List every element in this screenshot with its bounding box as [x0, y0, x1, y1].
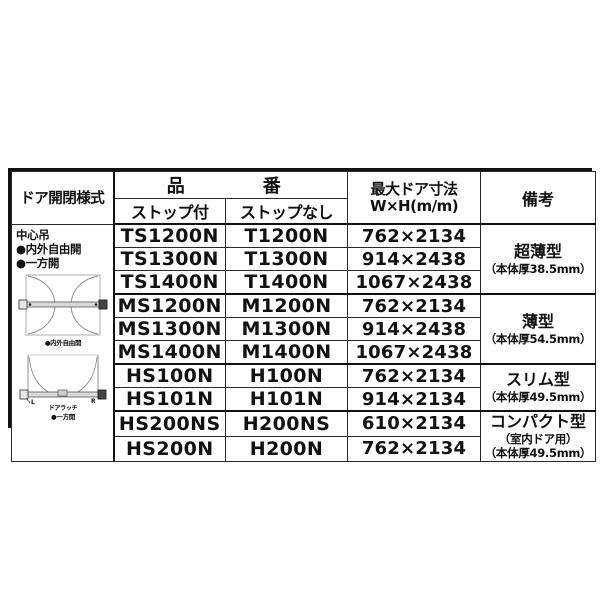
table-row: HS100N H100N 762×2134 スリム型 （本体厚49.5mm）	[12, 363, 596, 412]
model-without-stop: M1400N	[225, 340, 348, 365]
door-mode-title-line-2: ●内外自由開	[16, 241, 82, 256]
one-way-swing-door-caption: ●一方開	[51, 412, 75, 421]
door-latch-label: ドアラッチ	[48, 404, 78, 412]
remark-sub: （本体厚54.5mm）	[484, 331, 592, 346]
max-door-size: 1067×2438	[347, 340, 481, 365]
remark-cell: 超薄型 （本体厚38.5mm）	[480, 223, 596, 295]
model-without-stop: T1200N	[225, 223, 348, 248]
model-without-stop: H200N	[225, 435, 348, 462]
table-row: 中心吊 ●内外自由開 ●一方開	[11, 223, 596, 462]
table-row: TS1300N T1300N 914×2438	[12, 247, 596, 271]
table-row: MS1300N M1300N 914×2438	[12, 317, 596, 341]
double-swing-door-diagram: ●内外自由開	[18, 273, 108, 349]
remark-main: 薄型	[521, 311, 554, 331]
remark-cell: コンパクト型 （室内ドア用） （本体厚49.5mm）	[480, 410, 596, 462]
double-swing-door-caption: ●内外自由開	[44, 338, 82, 347]
remark-sub-2: （本体厚49.5mm）	[484, 446, 592, 461]
model-with-stop: HS100N	[113, 363, 226, 388]
remark-sub: （本体厚38.5mm）	[484, 261, 592, 276]
model-with-stop: TS1400N	[113, 270, 226, 295]
door-mode-title: 中心吊 ●内外自由開 ●一方開	[16, 227, 82, 270]
one-way-swing-door-diagram: L R ドアラッチ ●一方開	[18, 351, 108, 423]
col-header-remarks: 備考	[480, 171, 596, 225]
col-header-door-mode: ドア開閉様式	[11, 171, 115, 225]
max-door-size: 610×2134	[347, 410, 481, 437]
max-door-size: 914×2134	[347, 387, 481, 412]
col-header-with-stop: ストップ付	[113, 198, 226, 225]
remark-main: コンパクト型	[489, 412, 586, 431]
svg-text:R: R	[91, 398, 96, 405]
door-mode-cell: 中心吊 ●内外自由開 ●一方開	[11, 223, 115, 462]
max-door-size: 914×2438	[347, 317, 481, 341]
door-mode-title-line-3: ●一方開	[16, 255, 59, 270]
model-with-stop: MS1300N	[113, 317, 226, 341]
model-with-stop: MS1200N	[113, 293, 226, 318]
remark-cell: スリム型 （本体厚49.5mm）	[480, 363, 596, 412]
max-door-size-line2: W×H(m/m)	[369, 196, 459, 215]
door-mode-title-line-1: 中心吊	[16, 227, 50, 242]
spec-table-grid: ドア開閉様式 品 番 最大ドア寸法 W×H(m/m) 備考 ストップ付 ストップ…	[11, 171, 596, 462]
model-with-stop: HS200NS	[113, 410, 226, 437]
model-without-stop: T1400N	[225, 270, 348, 295]
table-row: TS1400N T1400N 1067×2438	[12, 270, 596, 295]
model-with-stop: HS101N	[113, 387, 226, 412]
table-row: HS200N H200N 762×2134	[12, 435, 596, 462]
table-row: MS1400N M1400N 1067×2438	[12, 340, 596, 365]
remark-sub: （本体厚49.5mm）	[484, 390, 592, 405]
svg-text:L: L	[31, 399, 35, 405]
door-mode-illustration-block: 中心吊 ●内外自由開 ●一方開	[12, 225, 113, 461]
table-row: HS101N H101N 914×2134	[12, 387, 596, 412]
max-door-size-line1: 最大ドア寸法	[370, 179, 458, 198]
max-door-size: 762×2134	[347, 435, 481, 462]
remark-cell: 薄型 （本体厚54.5mm）	[480, 293, 596, 365]
remark-sub-1: （室内ドア用）	[498, 432, 578, 446]
double-swing-door-icon	[18, 274, 108, 335]
one-way-swing-door-icon: L R	[19, 354, 107, 405]
max-door-size: 762×2134	[347, 293, 481, 318]
max-door-size: 762×2134	[347, 223, 481, 248]
model-with-stop: TS1300N	[113, 247, 226, 271]
max-door-size: 914×2438	[347, 247, 481, 271]
max-door-size: 762×2134	[347, 363, 481, 388]
table-row: HS200NS H200NS 610×2134 コンパクト型 （室内ドア用） （…	[12, 410, 596, 462]
col-header-model-number-group: 品 番	[113, 171, 348, 199]
table-header-row-1: ドア開閉様式 品 番 最大ドア寸法 W×H(m/m) 備考	[11, 171, 596, 225]
table-header-row-2: ストップ付 ストップなし	[12, 198, 596, 225]
col-header-max-door-size: 最大ドア寸法 W×H(m/m)	[347, 171, 481, 225]
model-with-stop: TS1200N	[113, 223, 226, 248]
model-without-stop: M1300N	[225, 317, 348, 341]
remark-main: スリム型	[505, 370, 570, 390]
remark-main: 超薄型	[513, 241, 562, 261]
model-without-stop: H101N	[225, 387, 348, 412]
model-with-stop: MS1400N	[113, 340, 226, 365]
max-door-size: 1067×2438	[347, 270, 481, 295]
col-header-without-stop: ストップなし	[225, 198, 348, 225]
model-without-stop: T1300N	[225, 247, 348, 271]
model-without-stop: M1200N	[225, 293, 348, 318]
model-with-stop: HS200N	[113, 435, 226, 462]
model-without-stop: H200NS	[225, 410, 348, 437]
model-without-stop: H100N	[225, 363, 348, 388]
spec-table: ドア開閉様式 品 番 最大ドア寸法 W×H(m/m) 備考 ストップ付 ストップ…	[8, 168, 596, 462]
